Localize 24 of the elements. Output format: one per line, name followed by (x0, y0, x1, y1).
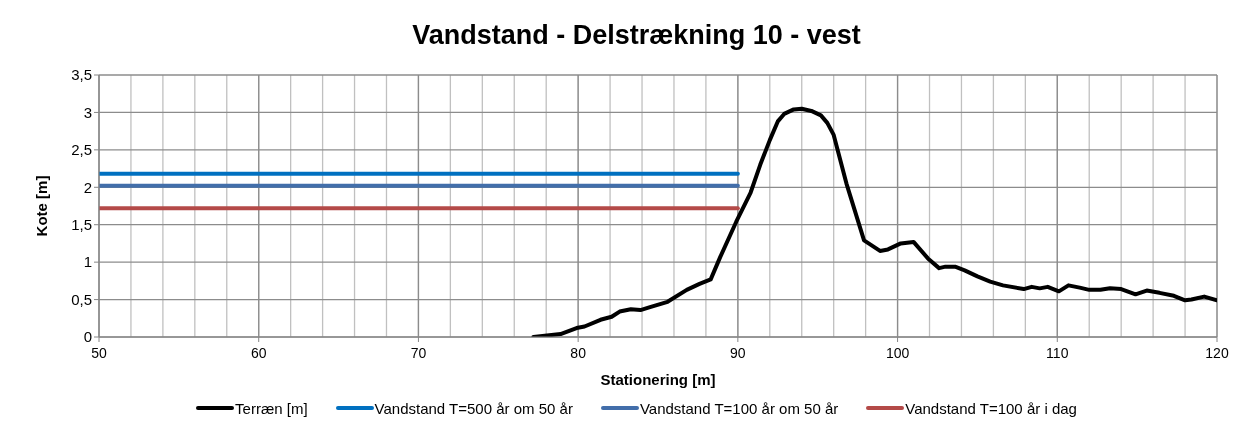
y-tick-label: 0,5 (71, 290, 92, 308)
y-tick-label: 0 (83, 328, 92, 346)
y-axis-title: Kote [m] (32, 175, 50, 237)
x-tick-label: 70 (410, 344, 427, 361)
x-tick-label: 110 (1046, 344, 1069, 361)
legend-label: Vandstand T=100 år om 50 år (639, 399, 839, 417)
y-tick-label: 3,5 (71, 66, 92, 84)
chart-title: Vandstand - Delstrækning 10 - vest (411, 19, 862, 52)
line-series (531, 106, 1217, 337)
x-tick-label: 90 (730, 344, 746, 361)
y-tick-label: 2 (83, 178, 92, 196)
x-axis-title: Stationering [m] (600, 371, 716, 388)
legend-label: Terræn [m] (235, 399, 308, 417)
x-tick-label: 120 (1205, 344, 1229, 361)
y-tick-label: 1,5 (71, 216, 92, 234)
y-tick-label: 1 (83, 253, 92, 271)
x-tick-label: 100 (885, 344, 910, 361)
y-tick-label: 3 (83, 103, 92, 121)
y-tick-label: 2,5 (71, 141, 92, 159)
x-tick-label: 50 (91, 344, 107, 361)
legend-label: Vandstand T=500 år om 50 år (374, 399, 573, 417)
x-tick-label: 60 (250, 344, 267, 361)
x-tick-label: 80 (570, 344, 587, 361)
legend-label: Vandstand T=100 år i dag (905, 399, 1077, 417)
